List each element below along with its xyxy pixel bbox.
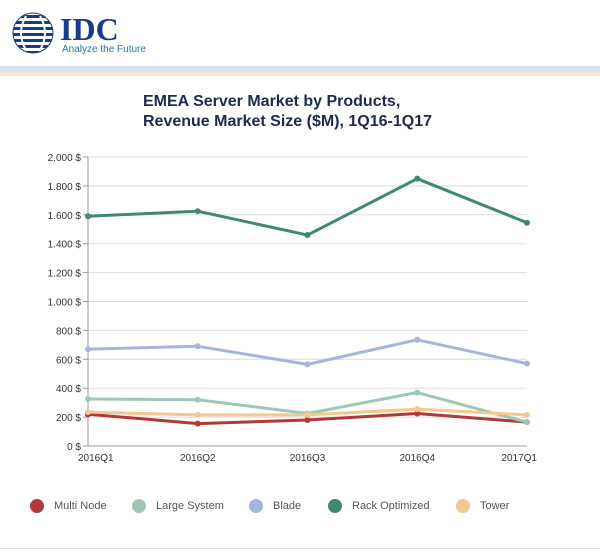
y-tick-label: 400 $ — [56, 384, 81, 395]
legend-label: Blade — [273, 500, 302, 512]
data-point — [85, 346, 91, 353]
data-point — [524, 360, 530, 367]
globe-icon — [12, 12, 54, 54]
legend-swatch — [456, 499, 470, 513]
brand-tagline: Analyze the Future — [62, 44, 146, 55]
header-divider — [0, 66, 600, 72]
data-point — [194, 411, 201, 418]
y-tick-label: 1.000 $ — [48, 298, 82, 309]
series-line — [87, 177, 528, 237]
x-tick-label: 2017Q1 — [501, 453, 537, 464]
data-point — [194, 343, 201, 350]
y-tick-label: 1.400 $ — [48, 240, 82, 251]
data-point — [85, 409, 91, 416]
chart-legend: Multi Node Large System Blade Rack Optimize… — [0, 494, 600, 518]
footer-divider — [0, 548, 600, 549]
legend-label: Multi Node — [54, 500, 107, 512]
y-tick-label: 1.600 $ — [48, 211, 82, 222]
x-tick-label: 2016Q1 — [78, 453, 114, 464]
data-point — [85, 213, 91, 220]
y-tick-label: 1.200 $ — [48, 269, 82, 280]
legend-item: Large System — [132, 494, 224, 518]
data-point — [414, 175, 421, 182]
chart-title-line-1: EMEA Server Market by Products, — [143, 93, 401, 110]
legend-swatch — [132, 499, 146, 513]
data-point — [414, 389, 421, 396]
data-point — [304, 411, 311, 418]
data-point — [194, 396, 201, 403]
data-point — [524, 411, 530, 418]
data-point — [414, 336, 421, 343]
data-point — [524, 419, 530, 426]
legend-label: Large System — [156, 500, 224, 512]
legend-swatch — [30, 499, 44, 513]
legend-item: Multi Node — [30, 494, 107, 518]
brand-name: IDC — [60, 12, 119, 47]
legend-swatch — [249, 499, 263, 513]
header: IDC Analyze the Future — [0, 0, 600, 66]
chart-title-line-2: Revenue Market Size ($M), 1Q16-1Q17 — [143, 113, 433, 130]
data-point — [414, 406, 421, 413]
legend-item: Tower — [456, 494, 509, 518]
series-line — [87, 338, 528, 366]
y-tick-label: 2.000 $ — [48, 153, 82, 164]
data-point — [524, 219, 530, 226]
x-tick-label: 2016Q4 — [399, 453, 435, 464]
y-tick-label: 800 $ — [56, 326, 81, 337]
legend-item: Blade — [249, 494, 301, 518]
data-point — [414, 410, 421, 417]
legend-item: Rack Optimized — [328, 494, 430, 518]
idc-logo: IDC Analyze the Future — [12, 12, 146, 55]
legend-label: Rack Optimized — [352, 500, 430, 512]
legend-swatch — [328, 499, 342, 513]
data-point — [304, 361, 311, 368]
data-point — [304, 416, 311, 423]
chart-title: EMEA Server Market by Products, Revenue … — [143, 92, 563, 132]
header-divider-accent — [0, 72, 600, 76]
data-point — [304, 232, 311, 239]
line-chart: 0 $ 200 $ 400 $ 600 $ 800 $ 1.000 $ 1.200 $ 1.4… — [48, 153, 538, 464]
data-point — [194, 208, 201, 215]
data-point — [194, 420, 201, 427]
legend-label: Tower — [480, 500, 510, 512]
data-point — [85, 396, 91, 403]
x-tick-label: 2016Q2 — [180, 453, 216, 464]
x-tick-label: 2016Q3 — [290, 453, 326, 464]
y-tick-label: 0 $ — [67, 442, 81, 453]
y-tick-label: 600 $ — [56, 355, 81, 366]
y-tick-label: 200 $ — [56, 413, 81, 424]
y-tick-label: 1.800 $ — [48, 182, 82, 193]
